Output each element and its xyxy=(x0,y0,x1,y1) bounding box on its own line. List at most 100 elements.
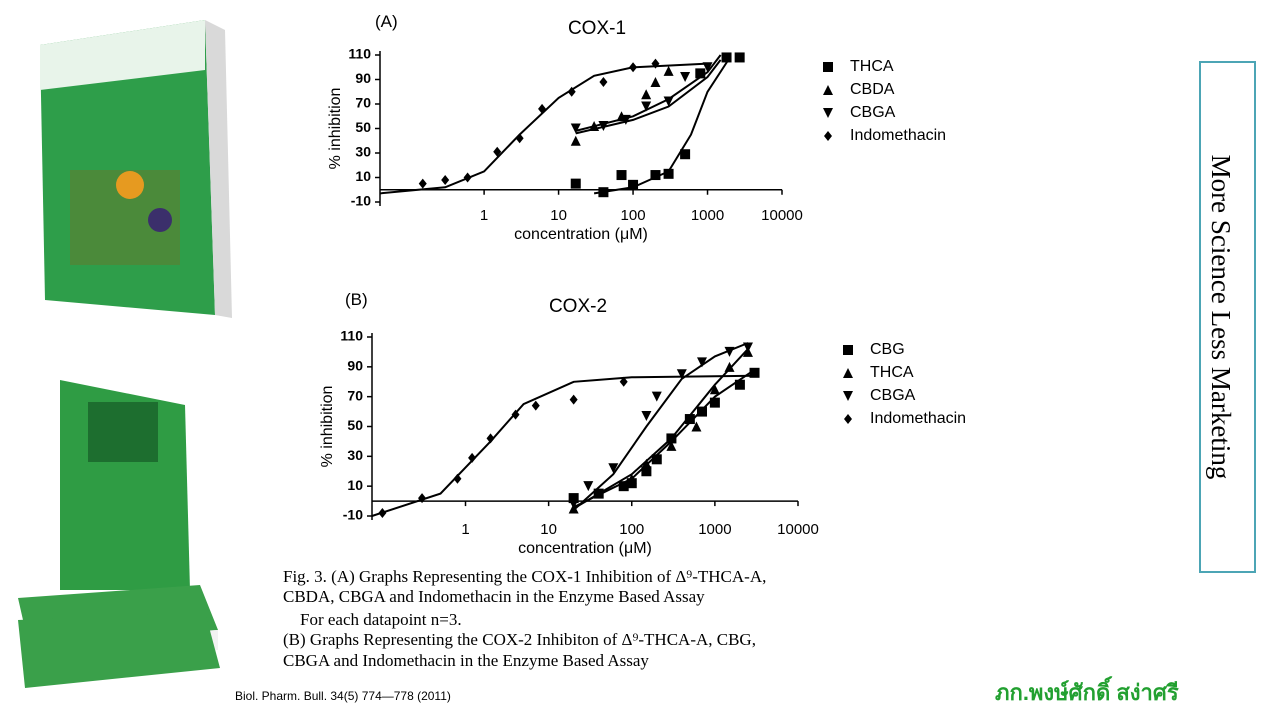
citation: Biol. Pharm. Bull. 34(5) 774—778 (2011) xyxy=(235,689,451,703)
x-tick-label: 1 xyxy=(480,207,488,224)
marker xyxy=(608,463,619,474)
marker xyxy=(589,121,600,132)
legend-label: Indomethacin xyxy=(850,127,946,144)
marker xyxy=(702,62,713,73)
marker xyxy=(583,481,594,492)
fit-curve xyxy=(379,62,708,195)
marker xyxy=(618,481,629,492)
marker xyxy=(641,101,652,112)
legend-marker xyxy=(823,62,833,72)
y-tick-label: -10 xyxy=(351,193,371,209)
marker xyxy=(749,367,760,378)
marker xyxy=(651,454,662,465)
marker xyxy=(666,433,677,444)
legend-label: THCA xyxy=(870,364,914,381)
legend-marker xyxy=(823,108,833,118)
y-tick-label: 70 xyxy=(355,95,371,111)
y-tick-label: 10 xyxy=(347,477,363,493)
y-tick-label: 70 xyxy=(347,387,363,403)
marker xyxy=(641,466,652,477)
y-tick-label: 30 xyxy=(355,144,371,160)
y-axis-label: % inhibition xyxy=(327,88,344,170)
marker xyxy=(626,473,637,484)
marker xyxy=(651,58,660,69)
x-tick-label: 10000 xyxy=(777,521,819,538)
marker xyxy=(567,86,576,97)
marker xyxy=(515,133,524,144)
marker xyxy=(734,52,745,63)
legend-label: CBGA xyxy=(870,387,916,404)
legend-label: THCA xyxy=(850,58,894,75)
x-tick-label: 1000 xyxy=(698,521,731,538)
marker xyxy=(651,391,662,402)
legend-marker xyxy=(843,345,853,355)
side-box xyxy=(1199,61,1256,573)
marker xyxy=(570,178,581,189)
marker xyxy=(663,65,674,76)
marker xyxy=(724,361,735,372)
marker xyxy=(453,473,462,484)
marker xyxy=(511,409,520,420)
marker xyxy=(695,68,706,79)
book-bottom xyxy=(18,380,220,688)
y-axis-label: % inhibition xyxy=(319,386,336,468)
marker xyxy=(570,123,581,134)
marker xyxy=(742,342,753,353)
marker xyxy=(663,168,674,179)
marker xyxy=(486,433,495,444)
legend-marker xyxy=(824,131,832,141)
marker xyxy=(378,508,387,519)
caption-line: CBGA and Indomethacin in the Enzyme Base… xyxy=(283,651,649,670)
marker xyxy=(531,400,540,411)
marker xyxy=(418,493,427,504)
marker xyxy=(684,414,695,425)
legend-marker xyxy=(843,391,853,401)
marker xyxy=(568,493,579,504)
x-tick-label: 10 xyxy=(550,207,567,224)
marker xyxy=(418,178,427,189)
legend-label: CBGA xyxy=(850,104,896,121)
y-tick-label: 50 xyxy=(355,119,371,135)
panel-label: (B) xyxy=(345,290,368,309)
caption-line: For each datapoint n=3. xyxy=(300,610,462,629)
legend-label: CBDA xyxy=(850,81,895,98)
marker xyxy=(650,170,661,181)
marker xyxy=(724,346,735,357)
marker xyxy=(463,172,472,183)
marker xyxy=(721,52,732,63)
marker xyxy=(468,452,477,463)
legend-label: Indomethacin xyxy=(870,410,966,427)
x-axis-label: concentration (μM) xyxy=(514,226,648,243)
marker xyxy=(570,135,581,146)
marker xyxy=(709,397,720,408)
marker xyxy=(663,96,674,107)
y-tick-label: 30 xyxy=(347,447,363,463)
x-tick-label: 100 xyxy=(621,207,646,224)
fit-curve xyxy=(573,348,749,510)
x-tick-label: 1 xyxy=(461,521,469,538)
marker xyxy=(593,488,604,499)
panel-label: (A) xyxy=(375,12,398,31)
x-tick-label: 10 xyxy=(540,521,557,538)
side-box-text: More Science Less Marketing xyxy=(1206,155,1236,480)
author: ภก.พงษ์ศักดิ์ สง่าศรี xyxy=(995,676,1179,705)
marker xyxy=(568,499,579,510)
book-top xyxy=(40,20,232,318)
legend-marker xyxy=(843,368,853,378)
caption: Fig. 3. (A) Graphs Representing the COX-… xyxy=(283,567,766,670)
marker xyxy=(709,384,720,395)
marker xyxy=(598,187,609,198)
marker xyxy=(680,72,691,83)
chart-title: COX-1 xyxy=(568,18,626,39)
marker xyxy=(619,376,628,387)
caption-line: (B) Graphs Representing the COX-2 Inhibi… xyxy=(283,630,756,649)
marker xyxy=(598,121,609,132)
marker xyxy=(650,76,661,87)
marker xyxy=(697,406,708,417)
fit-curve xyxy=(573,342,749,511)
marker xyxy=(628,179,639,190)
marker xyxy=(441,174,450,185)
x-tick-label: 10000 xyxy=(761,207,803,224)
marker xyxy=(629,62,638,73)
